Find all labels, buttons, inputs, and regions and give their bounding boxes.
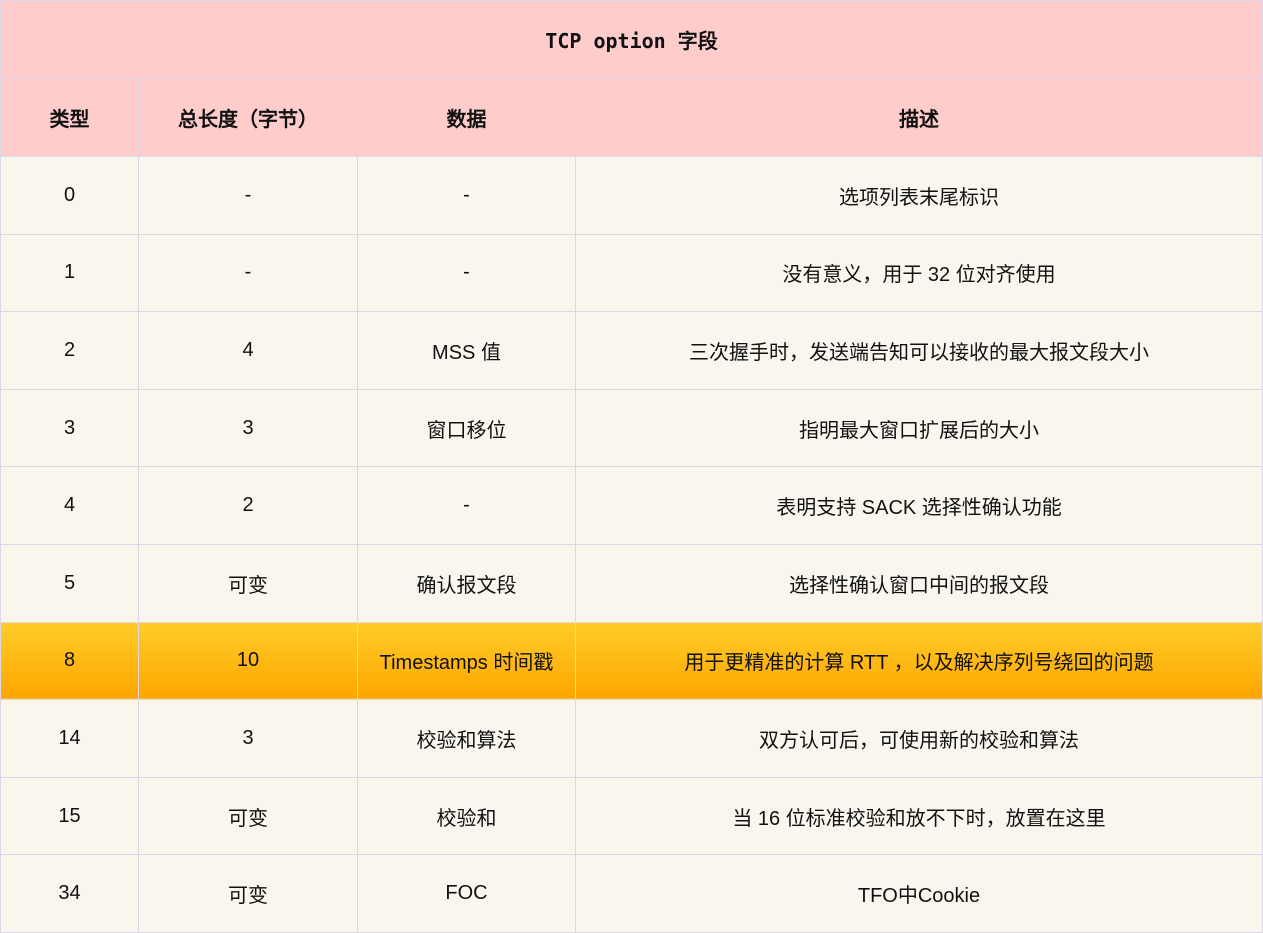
cell-length: 10 bbox=[138, 621, 358, 701]
cell-length: 3 bbox=[138, 699, 358, 778]
cell-description: 表明支持 SACK 选择性确认功能 bbox=[574, 466, 1263, 545]
cell-data: FOC bbox=[357, 854, 576, 933]
header-type: 类型 bbox=[0, 78, 139, 157]
cell-description: 指明最大窗口扩展后的大小 bbox=[574, 388, 1263, 468]
cell-data: 确认报文段 bbox=[357, 543, 576, 623]
cell-description: 三次握手时，发送端告知可以接收的最大报文段大小 bbox=[574, 311, 1263, 390]
header-length: 总长度（字节） bbox=[138, 78, 358, 157]
cell-description: 选项列表末尾标识 bbox=[574, 156, 1263, 235]
cell-description: 没有意义，用于 32 位对齐使用 bbox=[574, 233, 1263, 313]
cell-type: 5 bbox=[0, 543, 139, 623]
cell-type: 14 bbox=[0, 699, 139, 778]
cell-length: 4 bbox=[138, 311, 358, 390]
table-row: 3 3 窗口移位 指明最大窗口扩展后的大小 bbox=[0, 388, 1263, 468]
cell-data: 校验和 bbox=[357, 776, 576, 856]
cell-type: 1 bbox=[0, 233, 139, 313]
table-row: 1- - 没有意义，用于 32 位对齐使用 bbox=[0, 233, 1263, 313]
table-row: 4 2- 表明支持 SACK 选择性确认功能 bbox=[0, 466, 1263, 545]
cell-type: 0 bbox=[0, 156, 139, 235]
cell-description: 双方认可后，可使用新的校验和算法 bbox=[574, 699, 1263, 778]
cell-length: - bbox=[138, 156, 358, 235]
header-row: 类型 总长度（字节） 数据 描述 bbox=[0, 78, 1263, 157]
header-description: 描述 bbox=[574, 78, 1263, 157]
cell-type: 15 bbox=[0, 776, 139, 856]
cell-length: 可变 bbox=[138, 543, 358, 623]
cell-length: 可变 bbox=[138, 854, 358, 933]
cell-description: TFO中Cookie bbox=[574, 854, 1263, 933]
header-data: 数据 bbox=[357, 78, 576, 157]
cell-type: 34 bbox=[0, 854, 139, 933]
table-row: 14 3 校验和算法 双方认可后，可使用新的校验和算法 bbox=[0, 699, 1263, 778]
table-body: 0- - 选项列表末尾标识 1- - 没有意义，用于 32 位对齐使用 2 4 MSS 值三次握… bbox=[0, 156, 1263, 933]
cell-description: 选择性确认窗口中间的报文段 bbox=[574, 543, 1263, 623]
cell-type: 2 bbox=[0, 311, 139, 390]
cell-length: 3 bbox=[138, 388, 358, 468]
cell-data: MSS 值 bbox=[357, 311, 576, 390]
cell-description: 用于更精准的计算 RTT ，以及解决序列号绕回的问题 bbox=[574, 621, 1263, 701]
cell-description: 当 16 位标准校验和放不下时，放置在这里 bbox=[574, 776, 1263, 856]
cell-length: 可变 bbox=[138, 776, 358, 856]
cell-data: - bbox=[357, 466, 576, 545]
table-row: 15 可变 校验和当 16 位标准校验和放不下时，放置在这里 bbox=[0, 776, 1263, 856]
table-title: TCP option 字段 bbox=[0, 0, 1263, 79]
table-row: 5 可变 确认报文段 选择性确认窗口中间的报文段 bbox=[0, 543, 1263, 623]
cell-type: 8 bbox=[0, 621, 139, 701]
cell-data: Timestamps 时间戳 bbox=[357, 621, 576, 701]
cell-length: 2 bbox=[138, 466, 358, 545]
cell-type: 4 bbox=[0, 466, 139, 545]
table-row: 0- - 选项列表末尾标识 bbox=[0, 156, 1263, 235]
title-row: TCP option 字段 bbox=[0, 0, 1263, 79]
table-row-highlighted: 8 10 Timestamps 时间戳 用于更精准的计算 RTT ，以及解决序列号绕回… bbox=[0, 621, 1263, 701]
cell-data: - bbox=[357, 233, 576, 313]
cell-length: - bbox=[138, 233, 358, 313]
cell-data: 窗口移位 bbox=[357, 388, 576, 468]
cell-type: 3 bbox=[0, 388, 139, 468]
table-row: 34 可变 FOC TFO中Cookie bbox=[0, 854, 1263, 933]
cell-data: 校验和算法 bbox=[357, 699, 576, 778]
table-row: 2 4 MSS 值三次握手时，发送端告知可以接收的最大报文段大小 bbox=[0, 311, 1263, 390]
cell-data: - bbox=[357, 156, 576, 235]
